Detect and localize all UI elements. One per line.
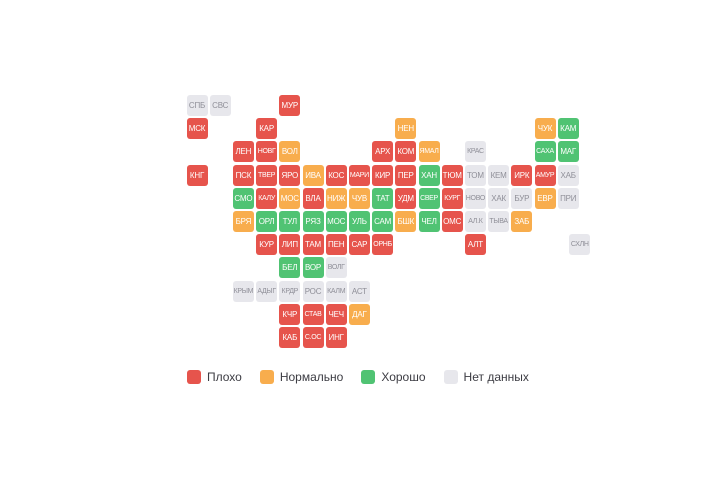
region-tile[interactable]: ПРИ	[557, 187, 579, 209]
region-tile[interactable]: БШК	[395, 211, 417, 232]
legend-item-normal[interactable]: Нормально	[259, 370, 344, 384]
region-tile[interactable]: ЗАБ	[511, 211, 533, 232]
region-tile[interactable]: ТАМ	[302, 234, 324, 256]
region-tile[interactable]: ПЕН	[325, 234, 347, 256]
region-tile[interactable]: МОС	[325, 211, 347, 232]
region-tile[interactable]: КАБ	[279, 327, 301, 348]
region-tile[interactable]: ВОЛ	[279, 141, 301, 163]
region-tile[interactable]: КАМ	[557, 118, 579, 140]
region-tile[interactable]: АДЫГ	[256, 280, 278, 302]
region-tile[interactable]: ЯМАЛ	[418, 141, 440, 163]
region-tile[interactable]: МАРИ	[348, 164, 370, 186]
region-tile[interactable]: КРАС	[464, 141, 486, 163]
region-tile[interactable]: СВЕР	[418, 187, 440, 209]
region-tile[interactable]: САМ	[372, 211, 394, 232]
region-tile[interactable]: ТОМ	[464, 164, 486, 186]
region-tile[interactable]: АМУР	[534, 164, 556, 186]
legend-label: Хорошо	[381, 370, 426, 384]
region-tile[interactable]: НЕН	[395, 118, 417, 140]
legend-item-bad[interactable]: Плохо	[187, 370, 242, 384]
region-tile[interactable]: ВОЛГ	[325, 257, 347, 279]
region-tile[interactable]: КОС	[325, 164, 347, 186]
region-tile[interactable]: ТАТ	[372, 187, 394, 209]
legend-label: Плохо	[207, 370, 242, 384]
legend-swatch-normal	[259, 370, 274, 384]
region-tile[interactable]: РОС	[302, 280, 324, 302]
map-legend: Плохо Нормально Хорошо Нет данных	[187, 370, 529, 384]
region-tile[interactable]: ХАН	[418, 164, 440, 186]
region-tile[interactable]: НОВГ	[256, 141, 278, 163]
region-tile[interactable]: КЕМ	[488, 164, 510, 186]
region-tile[interactable]: УЛЬ	[348, 211, 370, 232]
region-tile[interactable]: ЕВР	[534, 187, 556, 209]
region-tile[interactable]: ТЮМ	[441, 164, 463, 186]
region-tile[interactable]: МСК	[186, 118, 208, 140]
region-tile[interactable]: КНГ	[186, 164, 208, 186]
legend-label: Нет данных	[463, 370, 529, 384]
region-tile[interactable]: КРДР	[279, 280, 301, 302]
region-tile[interactable]: ДАГ	[348, 303, 370, 325]
region-tile[interactable]: БУР	[511, 187, 533, 209]
legend-swatch-good	[361, 370, 376, 384]
region-tile[interactable]: ЧУК	[534, 118, 556, 140]
region-tile[interactable]: КАР	[256, 118, 278, 140]
region-tile[interactable]: СМО	[232, 187, 254, 209]
region-tile[interactable]: СХЛН	[569, 234, 591, 256]
region-tile[interactable]: ОМС	[441, 211, 463, 232]
region-tile[interactable]: НИЖ	[325, 187, 347, 209]
legend-swatch-bad	[187, 370, 201, 384]
region-tile[interactable]: ЯРО	[279, 164, 301, 186]
region-tile[interactable]: МУР	[279, 95, 301, 116]
region-tile[interactable]: АЛТ	[464, 234, 486, 256]
region-tile[interactable]: КЧР	[279, 303, 301, 325]
region-tile[interactable]: СВС	[209, 95, 231, 116]
region-tile[interactable]: ХАК	[488, 187, 510, 209]
legend-item-nodata[interactable]: Нет данных	[443, 370, 529, 384]
region-tile[interactable]: АЛ.К	[464, 211, 486, 232]
region-tile[interactable]: КАЛУ	[256, 187, 278, 209]
region-tile[interactable]: ИРК	[511, 164, 533, 186]
region-tile[interactable]: КУР	[256, 234, 278, 256]
region-tile[interactable]: ХАБ	[557, 164, 579, 186]
region-tile[interactable]: КУРГ	[441, 187, 463, 209]
region-tile[interactable]: ВЛА	[302, 187, 324, 209]
region-tile[interactable]: МОС	[279, 187, 301, 209]
region-tile[interactable]: КАЛМ	[325, 280, 347, 302]
region-tile[interactable]: СТАВ	[302, 303, 324, 325]
region-tile[interactable]: ТЫВА	[488, 211, 510, 232]
region-tile[interactable]: НОВО	[464, 187, 486, 209]
region-tile[interactable]: ТВЕР	[256, 164, 278, 186]
region-tile[interactable]: АРХ	[372, 141, 394, 163]
region-tile[interactable]: ЧЕЧ	[325, 303, 347, 325]
region-tile[interactable]: ИВА	[302, 164, 324, 186]
region-tile[interactable]: С.ОС	[302, 327, 324, 348]
region-tile[interactable]: ЛИП	[279, 234, 301, 256]
region-tile[interactable]: АСТ	[348, 280, 370, 302]
region-tile[interactable]: ПСК	[232, 164, 254, 186]
region-tile[interactable]: ТУЛ	[279, 211, 301, 232]
region-tile[interactable]: КОМ	[395, 141, 417, 163]
legend-label: Нормально	[279, 370, 344, 384]
region-tile[interactable]: ЛЕН	[232, 141, 254, 163]
region-tile[interactable]: ОРЛ	[256, 211, 278, 232]
legend-swatch-nodata	[443, 370, 458, 384]
legend-item-good[interactable]: Хорошо	[361, 370, 426, 384]
region-tile[interactable]: ИНГ	[325, 327, 347, 348]
region-tile[interactable]: БЕЛ	[279, 257, 301, 279]
region-tile[interactable]: СПБ	[186, 95, 208, 116]
region-tile[interactable]: УДМ	[395, 187, 417, 209]
region-tile[interactable]: САХА	[534, 141, 556, 163]
region-tile[interactable]: БРЯ	[232, 211, 254, 232]
region-tile[interactable]: ЧУВ	[348, 187, 370, 209]
region-tile[interactable]: ЧЕЛ	[418, 211, 440, 232]
region-tile[interactable]: ВОР	[302, 257, 324, 279]
region-tile[interactable]: ОРНБ	[372, 234, 394, 256]
region-tile[interactable]: КРЫМ	[232, 280, 254, 302]
region-tile[interactable]: САР	[348, 234, 370, 256]
region-tile[interactable]: МАГ	[557, 141, 579, 163]
region-tile[interactable]: ПЕР	[395, 164, 417, 186]
region-tile[interactable]: РЯЗ	[302, 211, 324, 232]
region-tile[interactable]: КИР	[372, 164, 394, 186]
